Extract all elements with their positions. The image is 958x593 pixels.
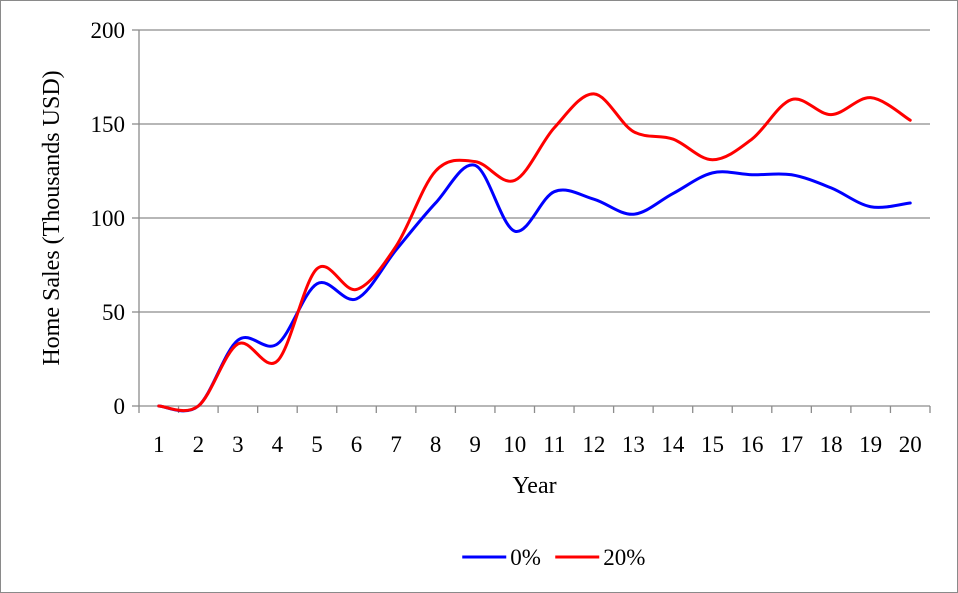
x-tick-label: 6 <box>351 432 363 457</box>
x-axis-title: Year <box>512 473 556 499</box>
x-tick-label: 5 <box>311 432 323 457</box>
x-tick-label: 11 <box>543 432 565 457</box>
series-lines <box>157 92 912 413</box>
legend-item: 20% <box>555 545 645 570</box>
legend-label: 0% <box>510 545 541 570</box>
series-line-1 <box>157 92 912 413</box>
x-tick-label: 9 <box>469 432 481 457</box>
x-tick-label: 1 <box>153 432 165 457</box>
gridlines <box>139 29 930 313</box>
y-tick-label: 50 <box>102 300 125 325</box>
y-tick-label: 150 <box>91 112 126 137</box>
x-tick-label: 18 <box>820 432 843 457</box>
y-tick-label: 0 <box>114 394 126 419</box>
x-tick-label: 3 <box>232 432 244 457</box>
x-tick-label: 14 <box>661 432 685 457</box>
x-tick-label: 16 <box>741 432 764 457</box>
x-tick-label: 17 <box>780 432 803 457</box>
series-line-0 <box>157 163 912 413</box>
y-tick-label: 200 <box>91 18 126 43</box>
y-tick-label: 100 <box>91 206 126 231</box>
x-tick-label: 20 <box>899 432 922 457</box>
x-tick-label: 2 <box>193 432 205 457</box>
legend-label: 20% <box>603 545 645 570</box>
x-tick-label: 4 <box>272 432 284 457</box>
y-axis-title: Home Sales (Thousands USD) <box>39 70 65 365</box>
x-tick-label: 10 <box>503 432 526 457</box>
x-tick-label: 15 <box>701 432 724 457</box>
x-tick-label: 13 <box>622 432 645 457</box>
x-tick-label: 7 <box>390 432 402 457</box>
x-tick-label: 12 <box>582 432 605 457</box>
x-tick-label: 19 <box>859 432 882 457</box>
x-tick-label: 8 <box>430 432 442 457</box>
legend: 0% 20% <box>462 545 645 570</box>
legend-item: 0% <box>462 545 541 570</box>
